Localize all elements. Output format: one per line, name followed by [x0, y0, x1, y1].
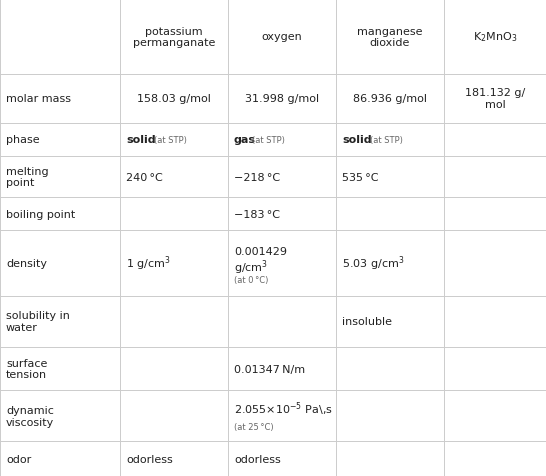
- Text: 535 °C: 535 °C: [342, 172, 378, 182]
- Text: 86.936 g/mol: 86.936 g/mol: [353, 94, 427, 104]
- Text: solid: solid: [126, 135, 156, 145]
- Text: −183 °C: −183 °C: [234, 209, 280, 219]
- Text: phase: phase: [6, 135, 40, 145]
- Text: g/cm$^3$: g/cm$^3$: [234, 258, 268, 276]
- Text: 5.03 g/cm$^3$: 5.03 g/cm$^3$: [342, 254, 405, 273]
- Text: melting
point: melting point: [6, 166, 49, 188]
- Text: 0.01347 N/m: 0.01347 N/m: [234, 364, 305, 374]
- Text: (at STP): (at STP): [252, 135, 284, 144]
- Text: potassium
permanganate: potassium permanganate: [133, 27, 215, 48]
- Text: odor: odor: [6, 454, 31, 464]
- Text: odorless: odorless: [234, 454, 281, 464]
- Text: molar mass: molar mass: [6, 94, 71, 104]
- Text: solubility in
water: solubility in water: [6, 311, 70, 332]
- Text: 1 g/cm$^3$: 1 g/cm$^3$: [126, 254, 171, 273]
- Text: 2.055$\times$10$^{-5}$ Pa\,s: 2.055$\times$10$^{-5}$ Pa\,s: [234, 400, 333, 417]
- Text: gas: gas: [234, 135, 256, 145]
- Text: solid: solid: [342, 135, 372, 145]
- Text: 158.03 g/mol: 158.03 g/mol: [137, 94, 211, 104]
- Text: −218 °C: −218 °C: [234, 172, 280, 182]
- Text: surface
tension: surface tension: [6, 358, 48, 379]
- Text: oxygen: oxygen: [262, 32, 302, 42]
- Text: 240 °C: 240 °C: [126, 172, 163, 182]
- Text: dynamic
viscosity: dynamic viscosity: [6, 405, 54, 427]
- Text: K$_2$MnO$_3$: K$_2$MnO$_3$: [473, 30, 517, 44]
- Text: boiling point: boiling point: [6, 209, 75, 219]
- Text: 31.998 g/mol: 31.998 g/mol: [245, 94, 319, 104]
- Text: (at 0 °C): (at 0 °C): [234, 275, 269, 284]
- Text: insoluble: insoluble: [342, 317, 392, 327]
- Text: density: density: [6, 258, 47, 268]
- Text: 181.132 g/
mol: 181.132 g/ mol: [465, 88, 525, 110]
- Text: (at STP): (at STP): [370, 135, 403, 144]
- Text: (at 25 °C): (at 25 °C): [234, 422, 274, 431]
- Text: odorless: odorless: [126, 454, 173, 464]
- Text: manganese
dioxide: manganese dioxide: [357, 27, 423, 48]
- Text: (at STP): (at STP): [154, 135, 187, 144]
- Text: 0.001429: 0.001429: [234, 247, 287, 257]
